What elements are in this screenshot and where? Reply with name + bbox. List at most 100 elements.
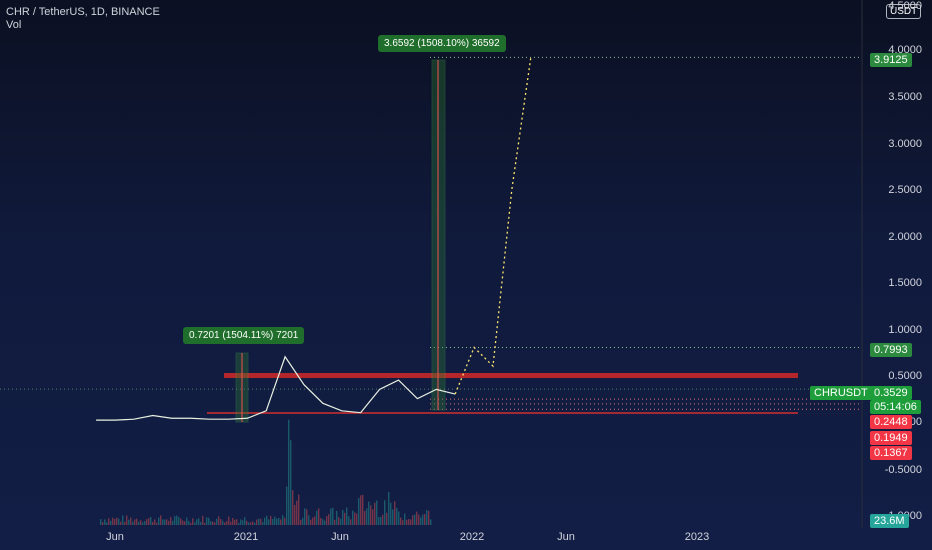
- volume-bar: [268, 519, 270, 525]
- y-tick: 2.0000: [888, 231, 922, 243]
- volume-bar: [184, 521, 186, 525]
- volume-bar: [198, 518, 200, 525]
- x-tick: Jun: [106, 531, 124, 543]
- y-tick: 3.0000: [888, 138, 922, 150]
- volume-bar: [104, 519, 106, 525]
- volume-bar: [326, 516, 328, 525]
- volume-bar: [266, 515, 268, 525]
- volume-bar: [238, 522, 240, 525]
- volume-bar: [152, 521, 154, 525]
- volume-bar: [122, 515, 124, 525]
- volume-bar: [276, 518, 278, 525]
- volume-bar: [424, 514, 426, 525]
- volume-bar: [370, 505, 372, 525]
- volume-bar: [236, 519, 238, 525]
- volume-bar: [342, 509, 344, 525]
- volume-bar: [344, 512, 346, 525]
- volume-bar: [386, 512, 388, 525]
- volume-bar: [320, 517, 322, 525]
- volume-bar: [162, 519, 164, 525]
- volume-bar: [374, 502, 376, 525]
- price-tag-support[interactable]: 0.1367: [870, 446, 912, 460]
- volume-bar: [108, 518, 110, 525]
- volume-bar: [220, 519, 222, 525]
- symbol-tag[interactable]: CHRUSDT: [810, 386, 872, 400]
- volume-bar: [338, 517, 340, 525]
- volume-bar: [352, 510, 354, 525]
- volume-indicator-label[interactable]: Vol: [6, 19, 22, 31]
- volume-bar: [272, 519, 274, 525]
- volume-bar: [150, 516, 152, 525]
- volume-bar: [314, 516, 316, 525]
- volume-bar: [332, 507, 334, 525]
- volume-bar: [182, 520, 184, 525]
- volume-bar: [196, 519, 198, 525]
- y-tick: 2.5000: [888, 184, 922, 196]
- measure-label-2[interactable]: 3.6592 (1508.10%) 36592: [378, 35, 506, 52]
- price-tag-support[interactable]: 0.1949: [870, 431, 912, 445]
- measure-label-1[interactable]: 0.7201 (1504.11%) 7201: [183, 327, 305, 344]
- volume-bar: [254, 522, 256, 525]
- volume-bar: [284, 517, 286, 525]
- volume-tag[interactable]: 23.6M: [870, 514, 909, 528]
- projection-line: [454, 57, 532, 395]
- volume-bar: [412, 515, 414, 525]
- volume-bar: [142, 522, 144, 525]
- volume-bar: [428, 510, 430, 525]
- volume-bar: [170, 517, 172, 525]
- volume-bar: [188, 520, 190, 525]
- volume-bar: [312, 517, 314, 525]
- volume-bar: [306, 509, 308, 525]
- volume-bar: [380, 516, 382, 525]
- volume-bar: [270, 515, 272, 525]
- volume-bar: [262, 522, 264, 525]
- symbol-title[interactable]: CHR / TetherUS, 1D, BINANCE: [6, 6, 160, 18]
- volume-bar: [300, 519, 302, 525]
- y-tick: 1.0000: [888, 324, 922, 336]
- price-tag-current[interactable]: 0.3529: [870, 386, 912, 400]
- volume-bar: [168, 520, 170, 525]
- volume-bar: [256, 519, 258, 525]
- volume-bar: [126, 515, 128, 525]
- volume-bar: [336, 510, 338, 525]
- volume-bar: [134, 519, 136, 525]
- volume-bar: [114, 519, 116, 525]
- volume-bar: [396, 507, 398, 525]
- volume-bar: [258, 518, 260, 525]
- y-tick: -0.5000: [884, 464, 922, 476]
- volume-bar: [200, 521, 202, 525]
- volume-bar: [224, 522, 226, 525]
- volume-bar: [164, 519, 166, 525]
- volume-bar: [334, 519, 336, 525]
- volume-bar: [322, 519, 324, 525]
- volume-bar: [316, 510, 318, 525]
- price-tag-target[interactable]: 3.9125: [870, 53, 912, 67]
- volume-bar: [240, 519, 242, 525]
- volume-bar: [138, 521, 140, 525]
- volume-bar: [354, 512, 356, 525]
- volume-bar: [248, 522, 250, 525]
- volume-bar: [146, 519, 148, 525]
- currency-unit-badge[interactable]: USDT: [886, 4, 922, 19]
- volume-bar: [324, 520, 326, 525]
- countdown-tag[interactable]: 05:14:06: [870, 400, 921, 414]
- volume-bar: [194, 522, 196, 525]
- volume-bar: [210, 521, 212, 525]
- volume-bar: [140, 520, 142, 525]
- volume-bar: [212, 521, 214, 525]
- volume-bar: [218, 516, 220, 525]
- volume-bar: [360, 495, 362, 525]
- volume-bar: [328, 514, 330, 525]
- price-tag-support[interactable]: 0.2448: [870, 415, 912, 429]
- volume-bar: [206, 517, 208, 525]
- volume-bar: [232, 518, 234, 525]
- volume-bar: [416, 511, 418, 525]
- volume-bar: [158, 517, 160, 525]
- price-tag-level[interactable]: 0.7993: [870, 343, 912, 357]
- volume-bar: [308, 515, 310, 525]
- volume-bar: [230, 521, 232, 525]
- volume-bar: [426, 510, 428, 525]
- volume-bar: [246, 520, 248, 525]
- volume-bar: [160, 515, 162, 525]
